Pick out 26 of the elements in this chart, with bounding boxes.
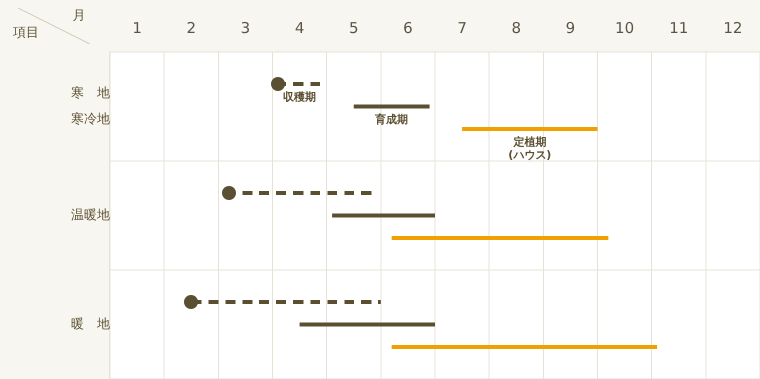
bar [300,322,435,326]
x-tick-label: 7 [457,18,467,37]
bar [354,104,430,108]
y-tick-label: 寒 地寒冷地 [71,84,110,127]
y-axis-title: 項目 [12,25,39,40]
x-tick-label: 8 [511,18,522,37]
x-tick-label: 10 [615,18,634,37]
bar [392,236,608,240]
x-tick-label: 5 [348,18,359,37]
x-tick-label: 2 [186,18,196,37]
series-label: 定植期(ハウス) [508,135,552,162]
x-tick-label: 1 [132,18,142,37]
bar [332,214,435,218]
x-tick-label: 11 [669,18,688,37]
y-tick-label: 暖 地 [71,316,110,332]
bar [462,127,598,132]
legend-label: 収穫期 [283,90,316,104]
x-axis-title: 月 [72,8,86,24]
bar [392,345,658,350]
x-tick-label: 9 [566,18,576,37]
x-tick-label: 6 [403,18,413,37]
x-tick-label: 3 [240,18,250,37]
x-tick-label: 12 [723,18,742,37]
x-tick-label: 4 [294,18,304,37]
series-label: 育成期 [374,112,408,126]
y-tick-label: 温暖地 [71,208,110,223]
